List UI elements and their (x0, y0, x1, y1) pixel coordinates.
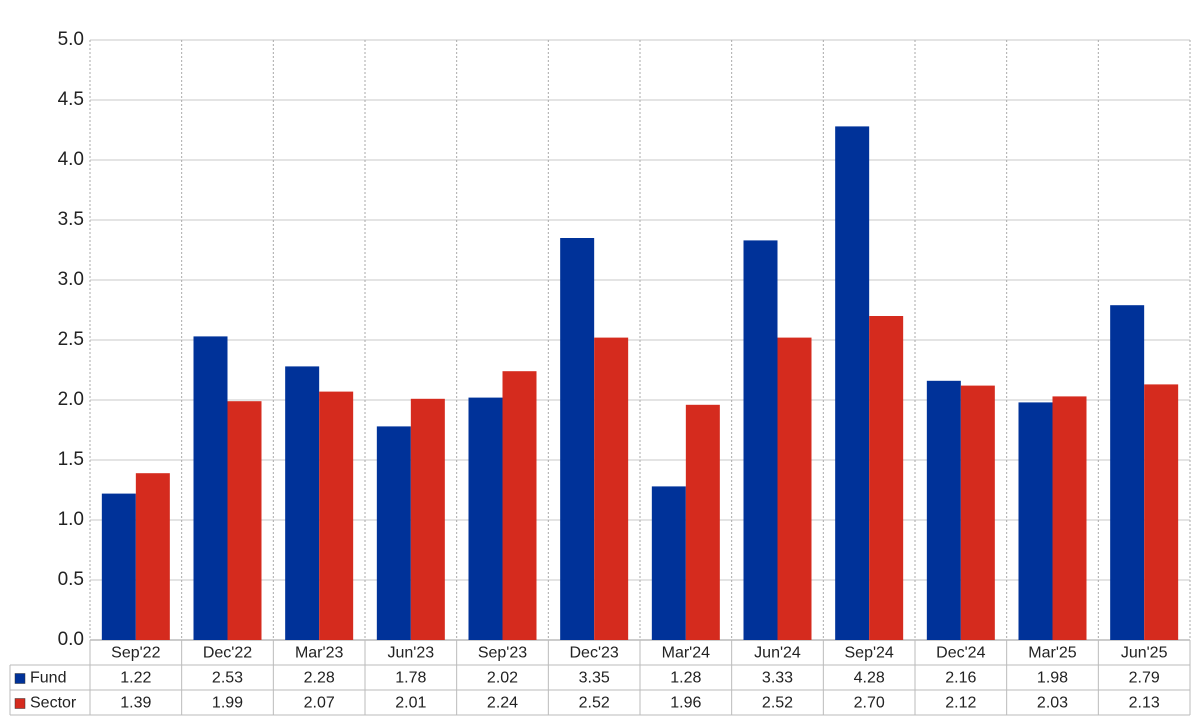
bar (135, 473, 170, 640)
table-value: 1.78 (395, 670, 426, 687)
y-tick-label: 2.5 (58, 329, 84, 350)
bar (227, 401, 262, 640)
bar (835, 126, 870, 640)
bar (651, 486, 686, 640)
bar (193, 336, 228, 640)
bar (594, 337, 629, 640)
x-tick-label: Jun'23 (388, 645, 435, 662)
bar (777, 337, 812, 640)
table-value: 1.99 (212, 695, 243, 712)
x-tick-label: Mar'25 (1028, 645, 1077, 662)
bar (1144, 384, 1179, 640)
y-tick-label: 3.5 (58, 209, 84, 230)
x-tick-label: Sep'22 (111, 645, 160, 662)
x-tick-label: Dec'24 (936, 645, 985, 662)
bar (319, 391, 354, 640)
bar (502, 371, 537, 640)
y-tick-label: 1.5 (58, 449, 84, 470)
table-value: 2.53 (212, 670, 243, 687)
bar (960, 385, 995, 640)
bar (926, 380, 961, 640)
y-tick-label: 1.0 (58, 509, 84, 530)
table-value: 1.28 (670, 670, 701, 687)
table-value: 2.02 (487, 670, 518, 687)
y-tick-label: 3.0 (58, 269, 84, 290)
table-value: 1.98 (1037, 670, 1068, 687)
x-tick-label: Dec'23 (570, 645, 619, 662)
x-tick-label: Jun'25 (1121, 645, 1168, 662)
y-tick-label: 4.0 (58, 149, 84, 170)
bar (101, 493, 136, 640)
table-value: 2.52 (762, 695, 793, 712)
table-value: 2.13 (1129, 695, 1160, 712)
table-value: 2.24 (487, 695, 518, 712)
table-value: 2.07 (304, 695, 335, 712)
table-value: 2.16 (945, 670, 976, 687)
bar (285, 366, 320, 640)
table-value: 4.28 (854, 670, 885, 687)
y-tick-label: 4.5 (58, 89, 84, 110)
table-value: 2.70 (854, 695, 885, 712)
table-value: 3.33 (762, 670, 793, 687)
bar (376, 426, 411, 640)
bar (1018, 402, 1053, 640)
table-value: 2.52 (579, 695, 610, 712)
y-tick-label: 0.5 (58, 569, 84, 590)
table-value: 2.01 (395, 695, 426, 712)
legend-label: Sector (30, 695, 77, 712)
x-tick-label: Sep'23 (478, 645, 527, 662)
x-tick-label: Dec'22 (203, 645, 252, 662)
y-tick-label: 5.0 (58, 29, 84, 50)
bar (468, 397, 503, 640)
table-value: 3.35 (579, 670, 610, 687)
legend-swatch (14, 673, 26, 684)
x-tick-label: Mar'24 (662, 645, 711, 662)
y-tick-label: 2.0 (58, 389, 84, 410)
table-value: 1.96 (670, 695, 701, 712)
table-value: 1.39 (120, 695, 151, 712)
legend-swatch (14, 698, 26, 709)
x-tick-label: Jun'24 (754, 645, 801, 662)
bar (685, 404, 720, 640)
table-value: 2.28 (304, 670, 335, 687)
x-tick-label: Mar'23 (295, 645, 344, 662)
table-value: 2.03 (1037, 695, 1068, 712)
bar (410, 398, 445, 640)
table-value: 2.79 (1129, 670, 1160, 687)
bar (1052, 396, 1087, 640)
legend-label: Fund (30, 670, 66, 687)
bar (743, 240, 778, 640)
bar (1110, 305, 1145, 640)
bar (869, 316, 904, 640)
x-tick-label: Sep'24 (845, 645, 894, 662)
table-value: 1.22 (120, 670, 151, 687)
bar (560, 238, 595, 640)
table-value: 2.12 (945, 695, 976, 712)
y-tick-label: 0.0 (58, 629, 84, 650)
